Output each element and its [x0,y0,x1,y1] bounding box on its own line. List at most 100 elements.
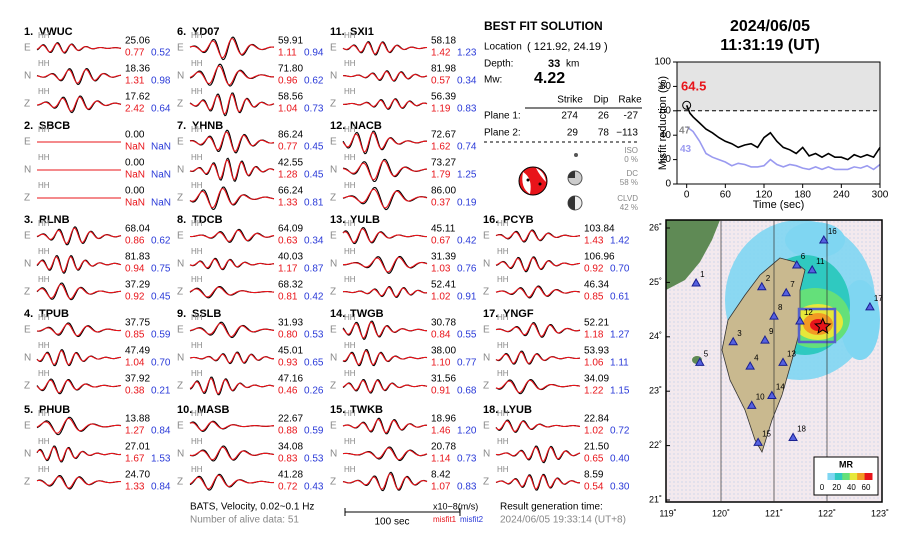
misfit2: 0.45 [304,142,324,153]
misfit1: 0.72 [278,482,298,493]
waveform-synthetic [342,350,428,366]
amplitude-unit: x10−8(m/s) [433,501,478,511]
misfit2: 0.75 [151,264,171,275]
station-map-label: 14 [776,383,785,392]
channel-label: HH [344,219,356,228]
clvd-icon [567,195,583,211]
amplitude: 58.18 [431,36,456,47]
waveform-synthetic [189,421,274,432]
station-name: VWUC [39,26,73,38]
misfit1: 0.63 [278,236,298,247]
amplitude: 20.78 [431,442,456,453]
waveform-synthetic [342,71,428,81]
station-marker [691,277,701,287]
station-marker [746,400,757,409]
x-tick-label: 60 [720,190,732,201]
misfit1: 0.67 [431,236,451,247]
amplitude: 34.09 [584,374,609,385]
misfit2: 0.70 [610,264,630,275]
plane-value: 274 [561,111,578,122]
amplitude: 72.67 [431,130,456,141]
misfit2: NaN [151,142,171,153]
waveform-synthetic [495,286,581,298]
waveform-synthetic [189,286,275,298]
amplitude: 56.39 [431,92,456,103]
component-label: N [177,165,184,176]
component-label: N [24,353,31,364]
channel-label: HH [191,87,203,96]
waveform-synthetic [342,321,428,339]
amplitude: 103.84 [584,224,615,235]
plane-label: Plane 1: [484,111,521,122]
station-number: 3. [24,214,33,226]
component-label: E [177,325,184,336]
misfit2: 0.74 [457,142,477,153]
waveform-synthetic [189,37,275,59]
channel-label: HH [344,313,356,322]
waveform-synthetic [189,446,275,461]
component-label: Z [483,287,489,298]
misfit1: 1.46 [431,426,451,437]
amplitude: 31.39 [431,252,456,263]
misfit1: 0.96 [278,76,298,87]
component-label: N [177,259,184,270]
misfit1: 1.17 [278,264,298,275]
misfit2: 0.43 [304,482,324,493]
misfit2: 0.68 [457,386,477,397]
waveform-synthetic [36,379,122,394]
component-label: E [177,137,184,148]
component-label: Z [24,99,30,110]
channel-label: HH [344,465,356,474]
amplitude: 53.93 [584,346,609,357]
generation-time: 2024/06/05 19:33:14 (UT+8) [500,515,626,526]
x-tick-label: 120 [756,190,773,201]
component-label: E [24,325,31,336]
misfit2: 0.42 [304,292,324,303]
component-label: E [483,325,490,336]
component-label: N [330,71,337,82]
waveform-synthetic [189,377,275,395]
station-marker [756,281,767,291]
station-map-label: 15 [762,429,771,438]
misfit2: 0.87 [304,264,324,275]
station-number: 6. [177,26,186,38]
colorbar-swatch [864,473,873,480]
waveform-synthetic [36,256,122,273]
map-x-label: 120˚ [712,508,730,518]
channel-label: HH [344,87,356,96]
station-map-label: 6 [801,252,806,261]
colorbar-tick: 20 [832,483,841,492]
station-number: 4. [24,308,33,320]
station-map-label: 11 [816,257,825,266]
channel-label: HH [38,369,50,378]
channel-label: HH [497,437,509,446]
table-header: Rake [618,95,642,106]
station-number: 11. [330,26,345,38]
misfit1: 0.77 [278,142,298,153]
channel-label: HH [344,275,356,284]
amplitude: 106.96 [584,252,615,263]
location-label: Location [484,42,522,53]
component-label: N [177,353,184,364]
waveform-synthetic [495,351,581,364]
channel-label: HH [191,153,203,162]
channel-label: HH [191,465,203,474]
component-label: Z [177,381,183,392]
map-y-label: 21˚ [649,494,662,504]
station-marker [865,301,875,311]
colorbar-swatch [820,473,828,480]
component-label: E [177,43,184,54]
amplitude: 52.21 [584,318,609,329]
misfit2: 0.83 [457,482,477,493]
misfit1: NaN [125,170,145,181]
component-name: ISO [624,146,638,155]
station-map-label: 1 [700,270,705,279]
station-name: YD07 [192,26,220,38]
colorbar-tick: 60 [862,483,871,492]
misfit1: 1.62 [431,142,451,153]
misfit1: 1.06 [584,358,604,369]
misfit1: 0.84 [431,330,451,341]
channel-label: HH [38,31,50,40]
depth: 33 [548,58,560,70]
